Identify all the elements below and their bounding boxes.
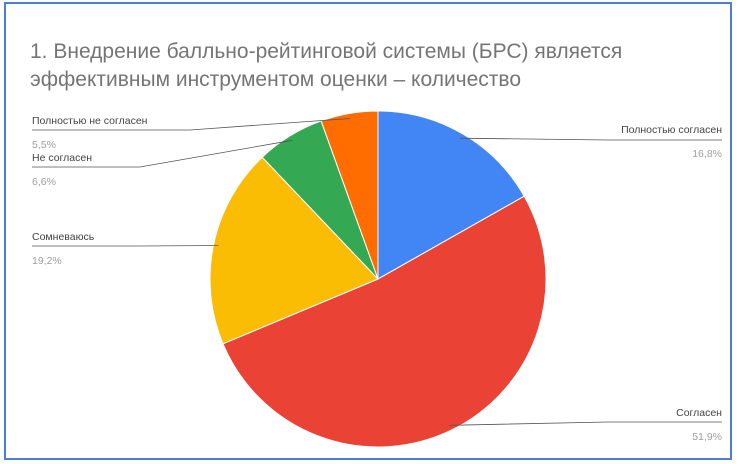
leader-line-1 [460, 137, 722, 141]
slice-percent-4: 6,6% [32, 176, 56, 188]
leader-line-5 [32, 118, 351, 131]
pie-slice-2 [222, 195, 547, 448]
slice-label-3: Сомневаюсь [32, 231, 95, 243]
leader-line-3 [32, 245, 219, 247]
slice-label-1: Полностью согласен [621, 124, 722, 136]
chart-title: 1. Внедрение балльно-рейтинговой системы… [30, 40, 623, 91]
slice-percent-5: 5,5% [32, 139, 56, 151]
slice-percent-3: 19,2% [32, 255, 62, 267]
leader-line-2 [449, 421, 722, 426]
slice-label-5: Полностью не согласен [32, 115, 148, 127]
slice-percent-2: 51,9% [692, 431, 722, 443]
slice-percent-1: 16,8% [692, 148, 722, 160]
pie-slice-3 [209, 156, 379, 345]
slice-label-4: Не согласен [32, 152, 92, 164]
pie-slice-1 [377, 110, 525, 280]
leader-line-4 [32, 139, 293, 168]
slice-label-2: Согласен [676, 407, 722, 419]
